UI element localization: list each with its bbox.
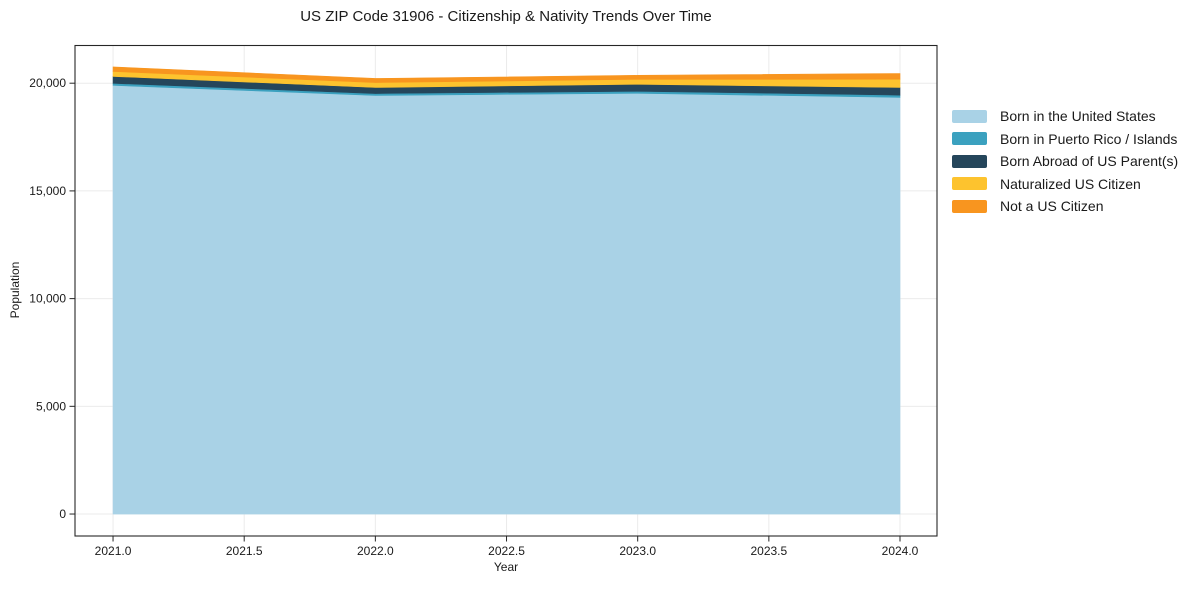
x-axis-label: Year (493, 560, 519, 574)
x-tick-label: 2021.5 (226, 544, 263, 558)
legend: Born in the United States Born in Puerto… (952, 108, 1178, 221)
legend-item: Born in Puerto Rico / Islands (952, 131, 1178, 147)
legend-item: Not a US Citizen (952, 198, 1178, 214)
x-tick-label: 2022.5 (488, 544, 525, 558)
legend-label: Naturalized US Citizen (1000, 175, 1141, 192)
legend-swatch-not-citizen (952, 199, 987, 213)
legend-label: Not a US Citizen (1000, 198, 1104, 214)
legend-swatch-naturalized (952, 177, 987, 190)
tick-labels: 2021.0 2021.5 2022.0 2022.5 2023.0 2023.5 2024… (29, 76, 918, 558)
plot-border (74, 44, 938, 537)
y-tick-label: 20,000 (29, 76, 66, 90)
legend-swatch-born-in-us (952, 109, 987, 123)
legend-label: Born Abroad of US Parent(s) (1000, 153, 1179, 169)
y-tick-label: 10,000 (29, 292, 66, 306)
x-tick-label: 2021.0 (95, 544, 132, 558)
legend-item: Born Abroad of US Parent(s) (952, 153, 1178, 169)
y-tick-label: 15,000 (29, 184, 66, 198)
legend-swatch-born-abroad (952, 154, 987, 168)
x-tick-label: 2022.0 (357, 544, 394, 558)
area-not-a-us-citizen (112, 66, 901, 83)
y-tick-label: 0 (59, 507, 66, 521)
tick-marks (69, 82, 901, 542)
legend-swatch-born-puerto-rico (952, 132, 987, 145)
legend-label: Born in Puerto Rico / Islands (1000, 130, 1178, 147)
x-tick-label: 2024.0 (882, 544, 919, 558)
legend-label: Born in the United States (1000, 108, 1156, 124)
legend-item: Naturalized US Citizen (952, 176, 1178, 192)
chart-title: US ZIP Code 31906 - Citizenship & Nativi… (300, 8, 712, 25)
y-tick-label: 5,000 (36, 399, 66, 413)
area-born-in-the-united-states (112, 85, 901, 515)
legend-item: Born in the United States (952, 108, 1178, 124)
x-tick-label: 2023.0 (619, 544, 656, 558)
x-tick-label: 2023.5 (750, 544, 787, 558)
